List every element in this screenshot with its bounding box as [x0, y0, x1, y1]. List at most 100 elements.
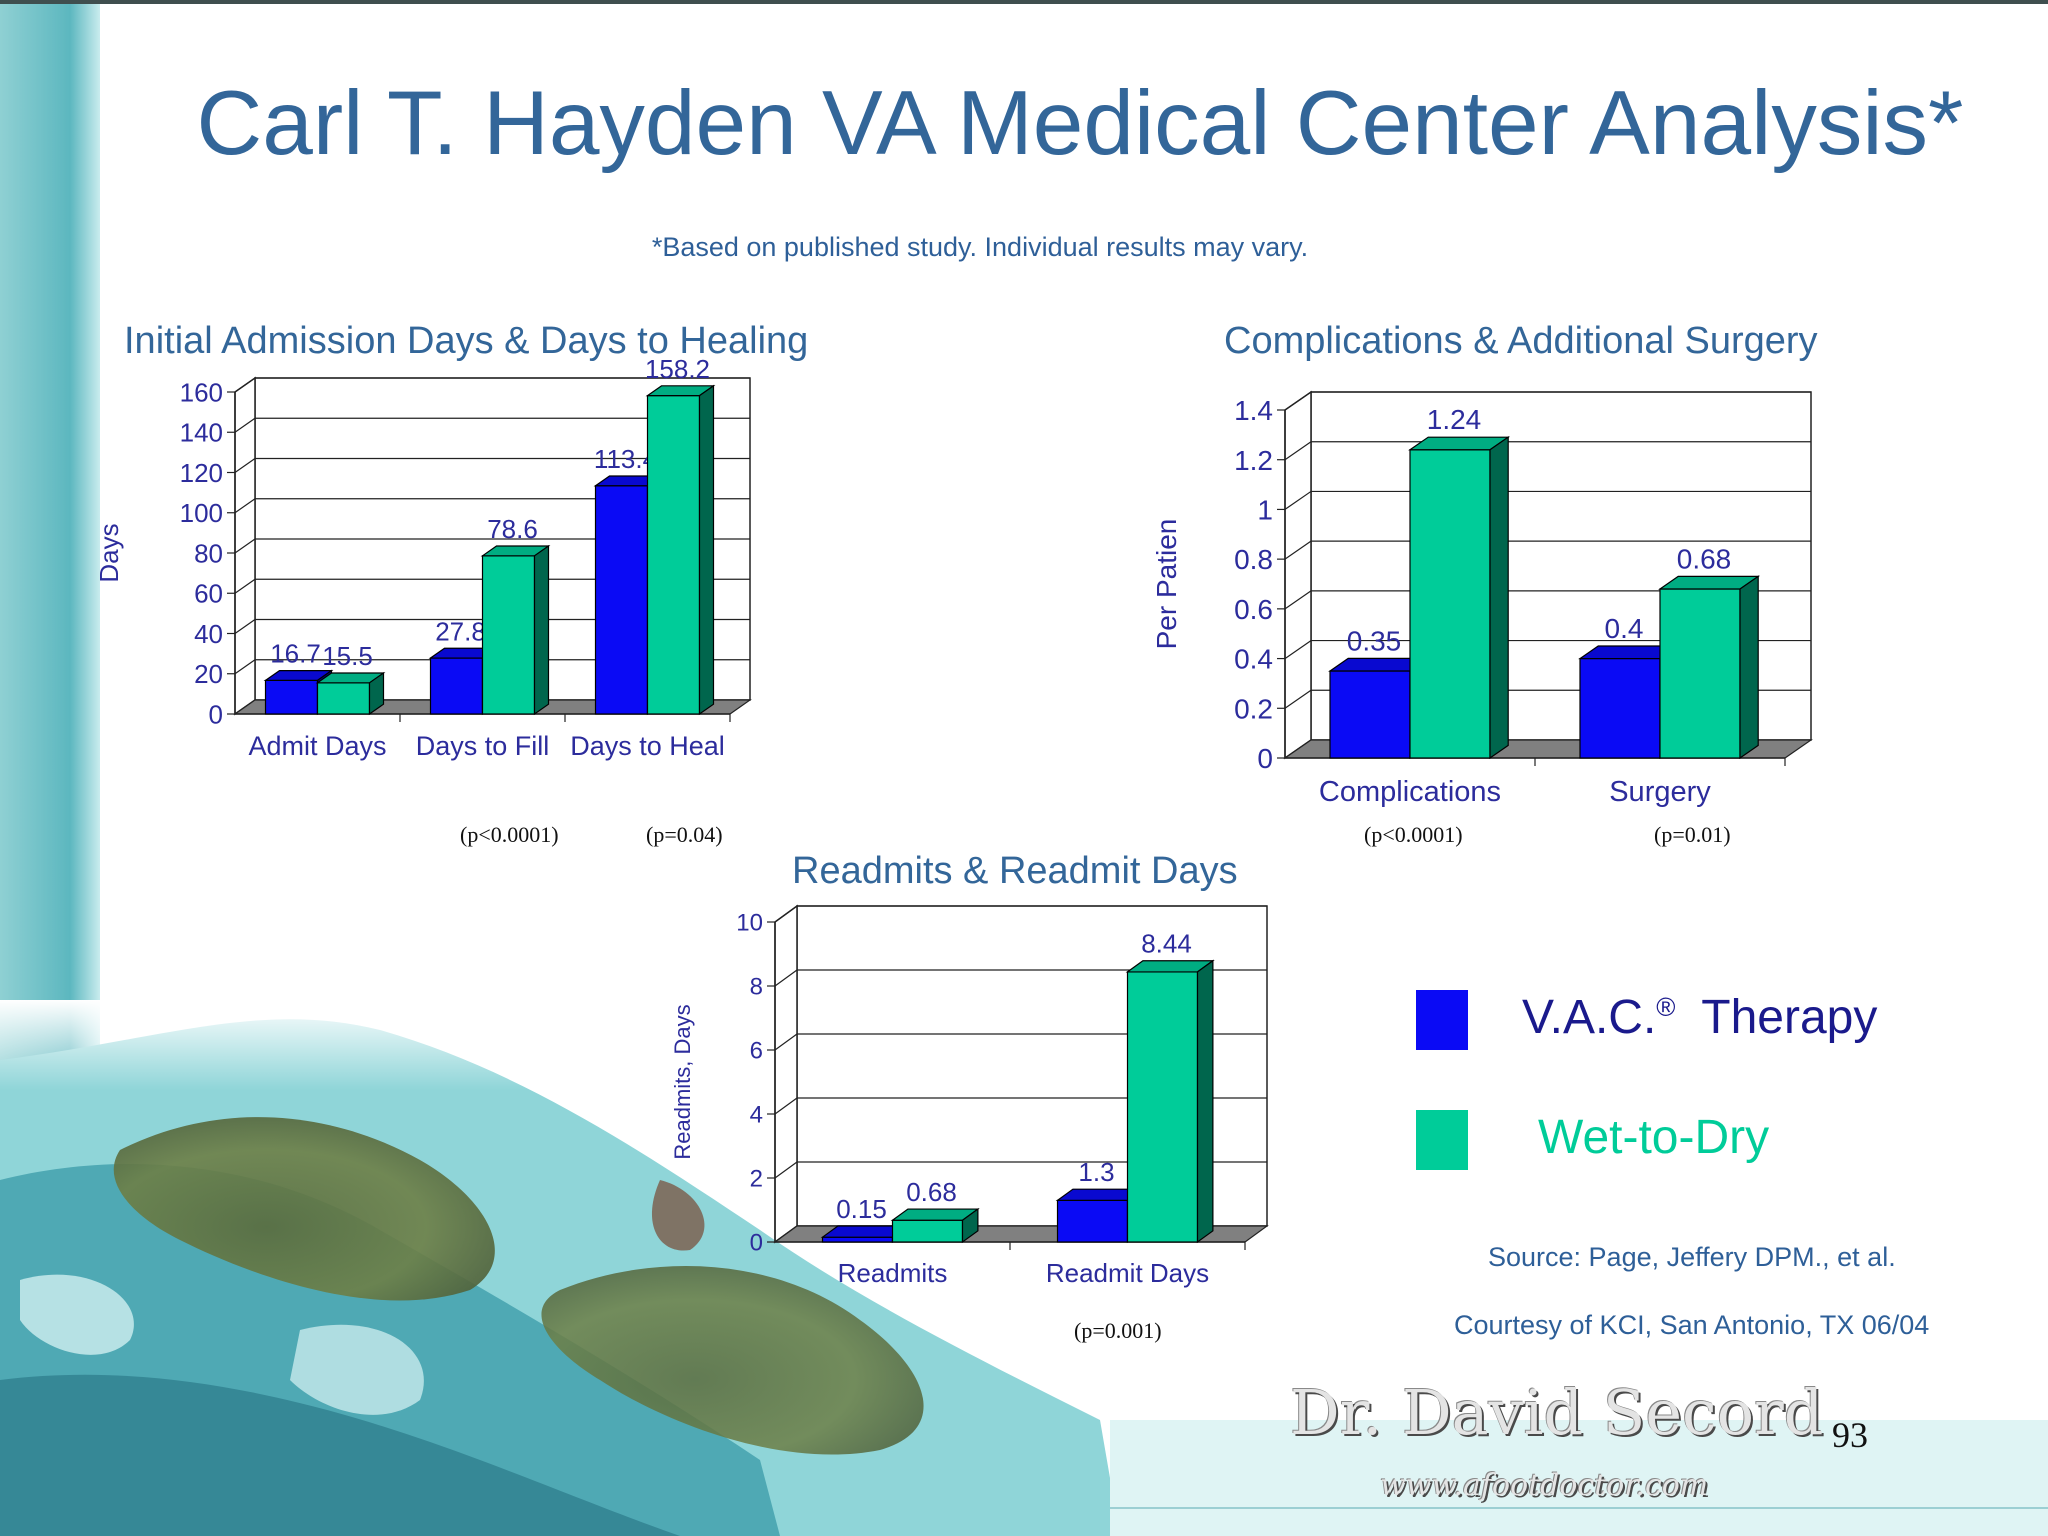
legend-vac-reg: ®: [1656, 992, 1676, 1022]
gridline: [1284, 441, 1811, 461]
y-axis-label: Per Patien: [1151, 519, 1182, 650]
bar: [1659, 588, 1741, 759]
logo-url: www.afootdoctor.com: [1380, 1468, 1709, 1503]
gridline: [1284, 639, 1811, 660]
y-tick-label: 1.2: [1234, 445, 1273, 476]
bar: [1056, 1199, 1129, 1243]
y-tick-label: 40: [194, 619, 223, 649]
gridline: [1284, 391, 1811, 411]
y-tick-label: 100: [180, 498, 223, 528]
bar-side: [961, 1207, 979, 1244]
chart-title-admission: Initial Admission Days & Days to Healing: [124, 320, 809, 362]
x-category-label: Readmits: [838, 1258, 948, 1288]
legend-vac-rest: Therapy: [1701, 991, 1878, 1044]
bar-side: [1489, 436, 1509, 760]
gridline: [234, 457, 750, 473]
data-label: 0.68: [906, 1177, 957, 1207]
y-tick-label: 0.8: [1234, 544, 1273, 575]
data-label: 1.24: [1427, 404, 1482, 435]
legend-label-vac: V.A.C.® Therapy: [1522, 990, 1877, 1045]
y-tick-label: 6: [750, 1038, 763, 1065]
data-label: 27.8: [435, 616, 486, 646]
chart-side-wall: [1284, 390, 1312, 760]
data-label: 78.6: [487, 514, 538, 544]
gridline: [774, 1161, 1267, 1179]
y-tick-label: 160: [180, 377, 223, 407]
gridline: [774, 905, 1267, 923]
logo-name: Dr. David Secord: [1290, 1376, 1824, 1449]
y-tick-label: 0.2: [1234, 693, 1273, 724]
gridline: [234, 659, 750, 675]
y-tick-label: 0: [209, 699, 223, 729]
data-label: 15.5: [322, 641, 373, 671]
data-label: 158.2: [645, 354, 710, 384]
data-label: 16.7: [270, 639, 321, 669]
bar: [264, 679, 319, 715]
complications-surgery-chart: 0 0.2 0.4 0.6 0.8 1 1.2 1.4 Per Patien Complicati…: [1151, 390, 1813, 808]
legend-vac-name: V.A.C.: [1522, 991, 1657, 1044]
gridline: [774, 1033, 1267, 1051]
y-tick-label: 10: [736, 910, 763, 937]
page-number: 93: [1832, 1415, 1868, 1455]
source-citation: Source: Page, Jeffery DPM., et al.: [1488, 1242, 1896, 1272]
bar-side: [1196, 959, 1214, 1244]
y-tick-label: 1.4: [1234, 395, 1273, 426]
gridline: [234, 498, 750, 514]
p-value-complications: (p<0.0001): [1364, 822, 1463, 847]
y-tick-label: 4: [750, 1102, 763, 1129]
bar: [1409, 449, 1491, 759]
p-value-days-to-heal: (p=0.04): [646, 822, 723, 847]
bar: [646, 395, 701, 715]
data-label: 113.4: [594, 444, 657, 474]
x-category-label: Admit Days: [248, 731, 386, 761]
y-tick-label: 8: [750, 974, 763, 1001]
x-category-label: Complications: [1319, 776, 1501, 808]
legend-swatch-wet-to-dry: [1416, 1110, 1468, 1170]
bar: [1329, 670, 1411, 759]
p-value-days-to-fill: (p<0.0001): [460, 822, 559, 847]
bar: [481, 555, 536, 715]
y-tick-label: 80: [194, 538, 223, 568]
gridline: [1284, 490, 1811, 510]
x-category-label: Surgery: [1609, 776, 1711, 808]
data-label: 1.3: [1078, 1157, 1114, 1187]
gridline: [774, 1097, 1267, 1115]
gridline: [234, 417, 750, 433]
data-label: 0.4: [1605, 613, 1644, 644]
y-tick-label: 1: [1257, 495, 1273, 526]
bar: [316, 682, 371, 715]
bar: [891, 1219, 964, 1243]
data-label: 0.35: [1347, 625, 1402, 656]
bar: [1579, 657, 1661, 759]
data-label: 0.68: [1677, 543, 1732, 574]
source-courtesy: Courtesy of KCI, San Antonio, TX 06/04: [1454, 1310, 1930, 1340]
y-tick-label: 140: [180, 418, 223, 448]
bar-side: [368, 671, 385, 716]
bar: [821, 1236, 894, 1243]
chart-title-complications: Complications & Additional Surgery: [1224, 320, 1818, 362]
y-tick-label: 0.4: [1234, 644, 1273, 675]
y-tick-label: 0: [1257, 743, 1273, 774]
x-category-label: Days to Fill: [416, 731, 550, 761]
gridline: [1284, 540, 1811, 560]
data-label: 8.44: [1141, 929, 1192, 959]
y-tick-label: 20: [194, 659, 223, 689]
gridline: [234, 377, 750, 393]
gridline: [234, 618, 750, 634]
y-axis-label: Readmits, Days: [670, 1004, 695, 1159]
readmits-chart: 0 2 4 6 8 10 Readmits, Days Readmits 0.15 0.68 Rea…: [670, 904, 1269, 1288]
disclaimer-note: *Based on published study. Individual re…: [651, 232, 1309, 262]
bar: [1126, 971, 1199, 1243]
legend-label-wet-to-dry: Wet-to-Dry: [1538, 1111, 1770, 1164]
y-tick-label: 0: [750, 1230, 763, 1257]
bar: [594, 485, 649, 715]
slide-title: Carl T. Hayden VA Medical Center Analysi…: [196, 73, 1964, 174]
gridline: [1284, 590, 1811, 610]
y-tick-label: 2: [750, 1166, 763, 1193]
gridline: [234, 538, 750, 554]
x-category-label: Readmit Days: [1046, 1258, 1209, 1288]
gridline: [234, 578, 750, 594]
